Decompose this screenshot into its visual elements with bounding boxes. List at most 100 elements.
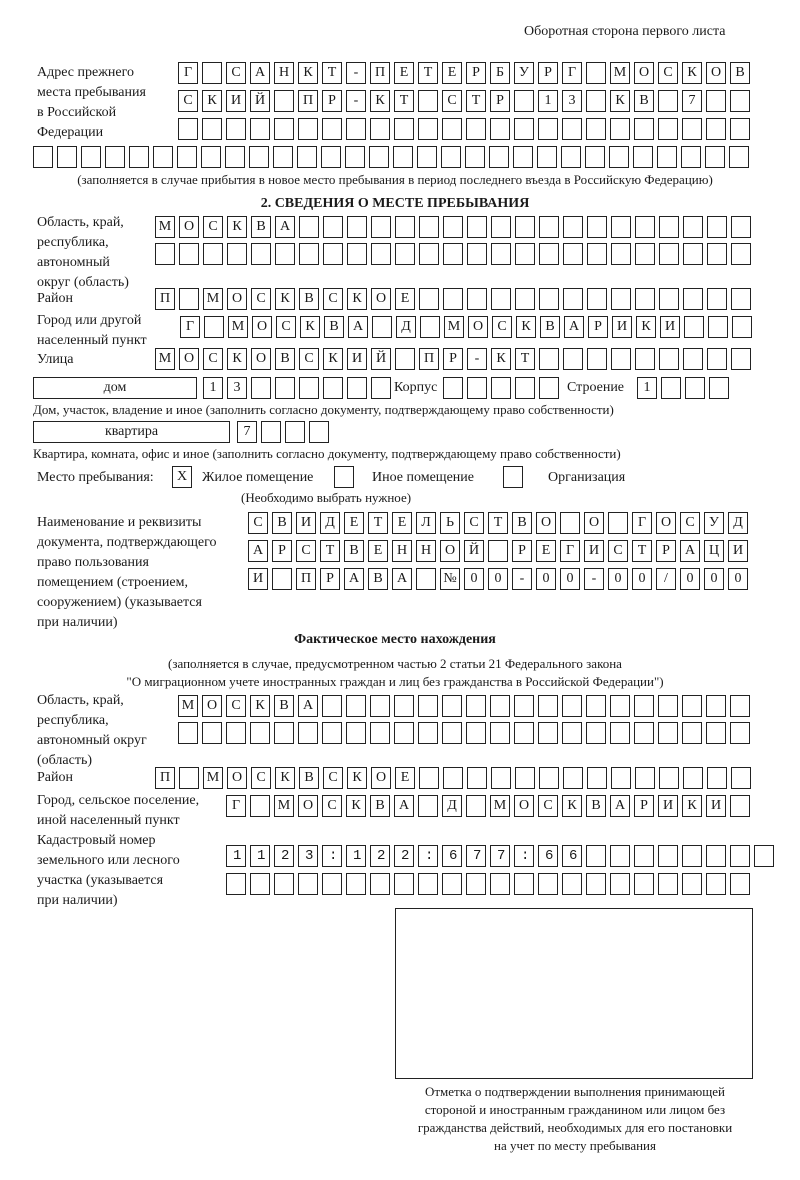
char-box[interactable]: О [371, 288, 391, 310]
char-box[interactable] [202, 722, 222, 744]
char-box[interactable] [177, 146, 197, 168]
char-box[interactable] [395, 243, 415, 265]
char-box[interactable] [706, 722, 726, 744]
char-box[interactable] [754, 845, 774, 867]
char-box[interactable] [587, 243, 607, 265]
char-box[interactable] [633, 146, 653, 168]
char-box[interactable] [418, 845, 438, 867]
char-box[interactable]: П [155, 767, 175, 789]
char-box[interactable] [347, 243, 367, 265]
char-box[interactable]: Г [180, 316, 200, 338]
char-box[interactable] [346, 722, 366, 744]
char-box[interactable] [178, 722, 198, 744]
char-box[interactable]: К [562, 795, 582, 817]
char-box[interactable] [466, 795, 486, 817]
char-box[interactable]: Й [250, 90, 270, 112]
char-box[interactable]: Р [538, 62, 558, 84]
char-box[interactable] [466, 695, 486, 717]
previous-address-row-3[interactable] [178, 118, 750, 140]
char-box[interactable] [683, 216, 703, 238]
char-box[interactable] [490, 873, 510, 895]
char-box[interactable] [659, 767, 679, 789]
char-box[interactable] [322, 118, 342, 140]
char-box[interactable]: Е [392, 512, 412, 534]
previous-address-row-4[interactable] [33, 146, 749, 168]
char-box[interactable]: В [275, 348, 295, 370]
char-box[interactable]: М [228, 316, 248, 338]
char-box[interactable]: О [227, 288, 247, 310]
char-box[interactable] [609, 146, 629, 168]
char-box[interactable] [539, 243, 559, 265]
char-box[interactable] [538, 873, 558, 895]
char-box[interactable] [586, 845, 606, 867]
char-box[interactable] [562, 118, 582, 140]
char-box[interactable] [658, 845, 678, 867]
char-box[interactable]: 3 [227, 377, 247, 399]
char-box[interactable] [442, 118, 462, 140]
char-box[interactable]: Е [344, 512, 364, 534]
char-box[interactable]: Т [466, 90, 486, 112]
char-box[interactable] [491, 216, 511, 238]
char-box[interactable]: Р [634, 795, 654, 817]
char-box[interactable]: Б [490, 62, 510, 84]
char-box[interactable]: К [227, 348, 247, 370]
char-box[interactable]: О [584, 512, 604, 534]
char-box[interactable]: Е [394, 62, 414, 84]
char-box[interactable] [515, 288, 535, 310]
char-box[interactable]: К [682, 795, 702, 817]
char-box[interactable] [562, 873, 582, 895]
building-row[interactable]: 1 [637, 377, 729, 399]
char-box[interactable] [587, 348, 607, 370]
char-box[interactable]: И [584, 540, 604, 562]
char-box[interactable] [515, 216, 535, 238]
char-box[interactable] [418, 118, 438, 140]
char-box[interactable] [346, 845, 366, 867]
char-box[interactable] [299, 243, 319, 265]
char-box[interactable]: К [275, 288, 295, 310]
char-box[interactable] [562, 722, 582, 744]
char-box[interactable] [299, 216, 319, 238]
char-box[interactable]: И [660, 316, 680, 338]
char-box[interactable] [418, 695, 438, 717]
char-box[interactable] [731, 767, 751, 789]
char-box[interactable] [226, 845, 246, 867]
char-box[interactable] [659, 243, 679, 265]
char-box[interactable] [513, 146, 533, 168]
char-box[interactable] [202, 118, 222, 140]
char-box[interactable]: В [634, 90, 654, 112]
char-box[interactable] [443, 243, 463, 265]
char-box[interactable] [539, 288, 559, 310]
char-box[interactable]: С [323, 767, 343, 789]
char-box[interactable] [634, 695, 654, 717]
char-box[interactable] [274, 873, 294, 895]
char-box[interactable]: М [155, 216, 175, 238]
char-box[interactable]: О [468, 316, 488, 338]
char-box[interactable]: К [610, 90, 630, 112]
char-box[interactable] [467, 288, 487, 310]
char-box[interactable]: С [658, 62, 678, 84]
char-box[interactable] [322, 845, 342, 867]
char-box[interactable] [393, 146, 413, 168]
char-box[interactable] [201, 146, 221, 168]
char-box[interactable] [560, 512, 580, 534]
char-box[interactable] [394, 845, 414, 867]
char-box[interactable] [611, 288, 631, 310]
char-box[interactable] [659, 348, 679, 370]
char-box[interactable]: К [347, 288, 367, 310]
char-box[interactable]: Т [322, 62, 342, 84]
char-box[interactable]: О [440, 540, 460, 562]
char-box[interactable]: - [346, 62, 366, 84]
char-box[interactable] [371, 377, 391, 399]
char-box[interactable] [608, 512, 628, 534]
char-box[interactable]: В [299, 767, 319, 789]
char-box[interactable]: М [203, 767, 223, 789]
char-box[interactable] [443, 377, 463, 399]
char-box[interactable] [442, 873, 462, 895]
char-box[interactable]: В [512, 512, 532, 534]
checkbox-other-premises[interactable] [334, 466, 354, 488]
char-box[interactable] [441, 146, 461, 168]
char-box[interactable]: А [392, 568, 412, 590]
